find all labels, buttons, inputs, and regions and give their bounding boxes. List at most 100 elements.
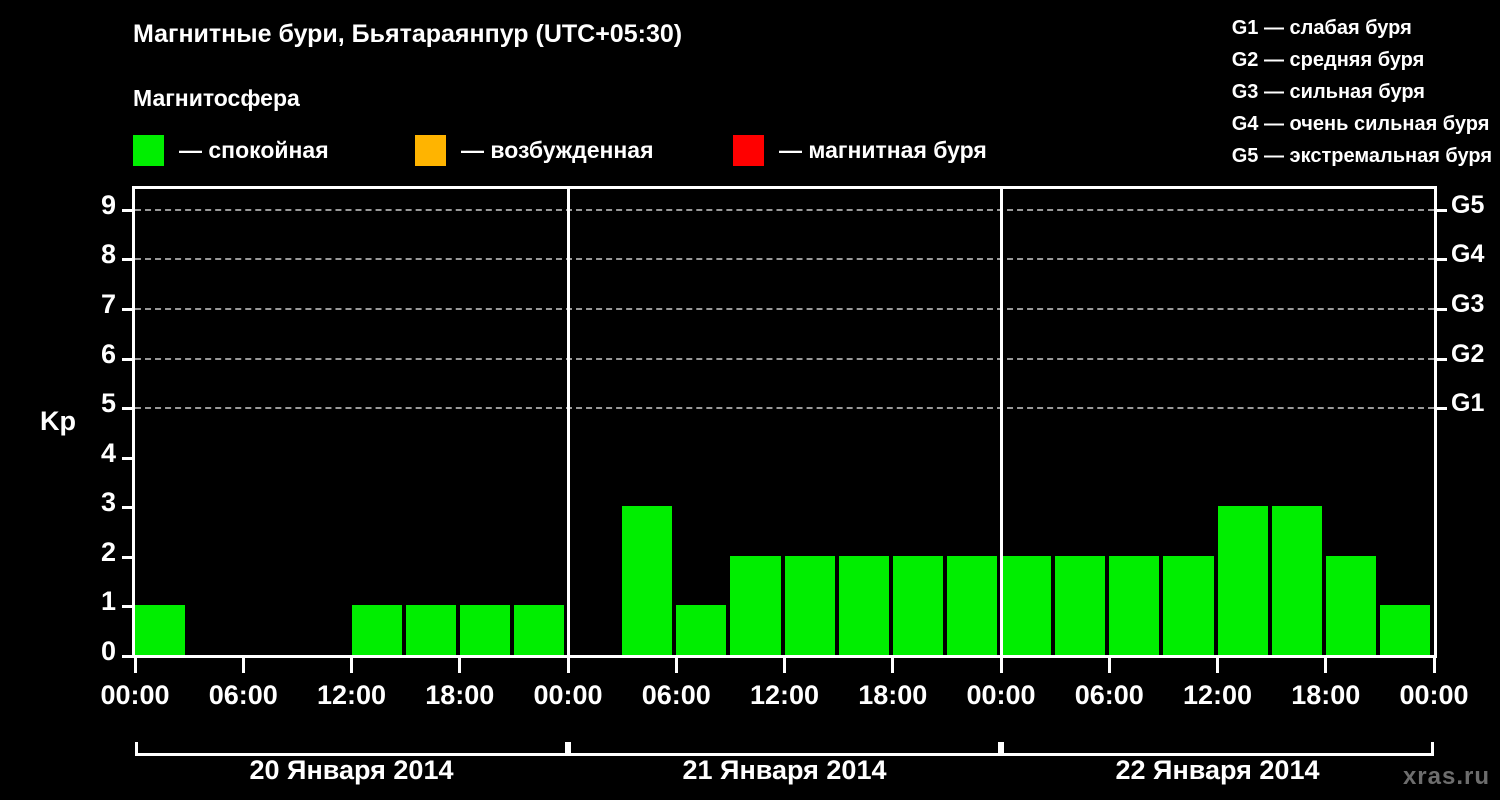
watermark: xras.ru bbox=[1402, 763, 1490, 790]
y-tick-label-6: 6 bbox=[100, 338, 116, 369]
x-tick-mark-0 bbox=[133, 658, 137, 673]
gridlines bbox=[135, 189, 1434, 655]
magnetosphere-legend-label: — магнитная буря bbox=[779, 136, 987, 163]
gridline-kp-8 bbox=[135, 258, 1434, 261]
day-label-1: 20 Января 2014 bbox=[249, 755, 454, 785]
x-tick-mark-1 bbox=[241, 658, 245, 673]
bar bbox=[730, 555, 781, 655]
bar bbox=[513, 605, 564, 655]
gridline-kp-9 bbox=[135, 208, 1434, 211]
storm-scale-label: — слабая буря bbox=[1264, 17, 1412, 39]
bar bbox=[946, 555, 997, 655]
y-tick-label-7: 7 bbox=[100, 288, 116, 319]
x-tick-label-10: 12:00 bbox=[1182, 680, 1253, 710]
x-tick-label-1: 06:00 bbox=[208, 680, 278, 710]
storm-scale-legend: G1 — слабая буря G2 — средняя буря G3 — си… bbox=[1232, 12, 1492, 172]
bar bbox=[1271, 506, 1322, 655]
legend-swatch-unsettled-icon bbox=[415, 134, 446, 166]
day-bracket-1 bbox=[135, 742, 568, 756]
y-tick-label-1: 1 bbox=[100, 586, 116, 617]
x-tick-label-7: 18:00 bbox=[858, 680, 928, 710]
day-separator-1 bbox=[566, 189, 570, 655]
storm-scale-label: — экстремальная буря bbox=[1264, 145, 1492, 167]
storm-scale-code: G2 bbox=[1231, 49, 1264, 71]
day-label-2: 21 Января 2014 bbox=[682, 755, 887, 785]
y-tick-mark-0 bbox=[122, 655, 134, 658]
x-tick-label-9: 06:00 bbox=[1074, 680, 1144, 710]
storm-scale-row-g2: G2 — средняя буря bbox=[1232, 44, 1492, 76]
storm-scale-row-g1: G1 — слабая буря bbox=[1232, 12, 1492, 44]
day-label-3: 22 Января 2014 bbox=[1115, 755, 1320, 785]
x-tick-mark-2 bbox=[350, 658, 353, 673]
x-tick-mark-10 bbox=[1216, 658, 1219, 673]
x-tick-mark-12 bbox=[1432, 658, 1436, 673]
y-tick-mark-5 bbox=[122, 407, 134, 411]
g-tick-mark-g2 bbox=[1435, 357, 1447, 361]
g-tick-label-g2: G2 bbox=[1451, 339, 1485, 368]
storm-scale-label: — очень сильная буря bbox=[1264, 113, 1490, 135]
bar bbox=[1325, 555, 1376, 655]
gridline-kp-7 bbox=[135, 307, 1434, 310]
bars-layer bbox=[135, 189, 1434, 655]
bar bbox=[1217, 506, 1268, 655]
x-tick-label-6: 12:00 bbox=[749, 680, 820, 710]
magnetosphere-legend-item-storm: — магнитная буря bbox=[733, 131, 987, 169]
bar bbox=[676, 605, 727, 655]
storm-scale-code: G1 bbox=[1231, 17, 1264, 39]
y-tick-label-4: 4 bbox=[100, 437, 116, 468]
y-tick-mark-2 bbox=[122, 555, 134, 559]
y-tick-label-2: 2 bbox=[100, 536, 116, 567]
y-tick-label-8: 8 bbox=[100, 239, 116, 270]
y-tick-label-9: 9 bbox=[100, 189, 116, 220]
gridline-kp-5 bbox=[135, 407, 1434, 410]
magnetosphere-legend-label: — спокойная bbox=[179, 136, 329, 163]
g-tick-mark-g3 bbox=[1435, 307, 1447, 311]
storm-scale-code: G4 bbox=[1231, 113, 1264, 135]
magnetosphere-legend-item-calm: — спокойная bbox=[133, 131, 329, 169]
storm-scale-code: G5 bbox=[1231, 145, 1264, 167]
x-tick-label-11: 18:00 bbox=[1291, 680, 1361, 710]
bar bbox=[135, 605, 186, 655]
magnetosphere-legend-item-unsettled: — возбужденная bbox=[415, 131, 654, 169]
day-separator-2 bbox=[999, 189, 1003, 655]
bar bbox=[1379, 605, 1430, 655]
y-tick-mark-3 bbox=[122, 506, 134, 510]
bar bbox=[838, 555, 889, 655]
page-title: Магнитные бури, Бьятараянпур (UTC+05:30) bbox=[133, 20, 683, 48]
x-tick-label-2: 12:00 bbox=[316, 680, 387, 710]
g-tick-label-g1: G1 bbox=[1451, 389, 1485, 418]
kp-bar-chart[interactable] bbox=[132, 186, 1437, 658]
y-tick-mark-9 bbox=[122, 208, 134, 212]
x-tick-mark-5 bbox=[674, 658, 678, 673]
y-tick-label-0: 0 bbox=[100, 636, 116, 666]
g-tick-mark-g4 bbox=[1435, 258, 1447, 262]
bar bbox=[1001, 555, 1052, 655]
storm-scale-label: — средняя буря bbox=[1264, 49, 1425, 71]
bar bbox=[459, 605, 510, 655]
x-tick-label-5: 06:00 bbox=[641, 680, 711, 710]
y-tick-label-3: 3 bbox=[100, 487, 116, 518]
y-tick-mark-4 bbox=[122, 456, 134, 460]
y-tick-mark-7 bbox=[122, 307, 134, 311]
magnetosphere-heading: Магнитосфера bbox=[133, 85, 300, 111]
bar bbox=[405, 605, 456, 655]
x-tick-mark-7 bbox=[891, 658, 895, 673]
g-tick-label-g4: G4 bbox=[1451, 240, 1485, 269]
x-tick-label-12: 00:00 bbox=[1399, 680, 1469, 710]
storm-scale-row-g4: G4 — очень сильная буря bbox=[1232, 108, 1492, 140]
legend-swatch-storm-icon bbox=[733, 134, 764, 166]
storm-scale-code: G3 bbox=[1231, 81, 1264, 103]
x-tick-mark-11 bbox=[1324, 658, 1328, 673]
x-tick-mark-9 bbox=[1107, 658, 1111, 673]
y-tick-mark-1 bbox=[122, 605, 134, 609]
x-tick-mark-8 bbox=[999, 658, 1003, 673]
bar bbox=[892, 555, 943, 655]
x-tick-mark-6 bbox=[783, 658, 786, 673]
storm-scale-label: — сильная буря bbox=[1264, 81, 1425, 103]
x-tick-label-3: 18:00 bbox=[425, 680, 495, 710]
g-tick-mark-g5 bbox=[1435, 208, 1447, 212]
g-tick-mark-g1 bbox=[1435, 407, 1447, 411]
y-tick-label-5: 5 bbox=[100, 388, 116, 419]
y-tick-mark-6 bbox=[122, 357, 134, 361]
x-tick-label-4: 00:00 bbox=[533, 680, 603, 710]
